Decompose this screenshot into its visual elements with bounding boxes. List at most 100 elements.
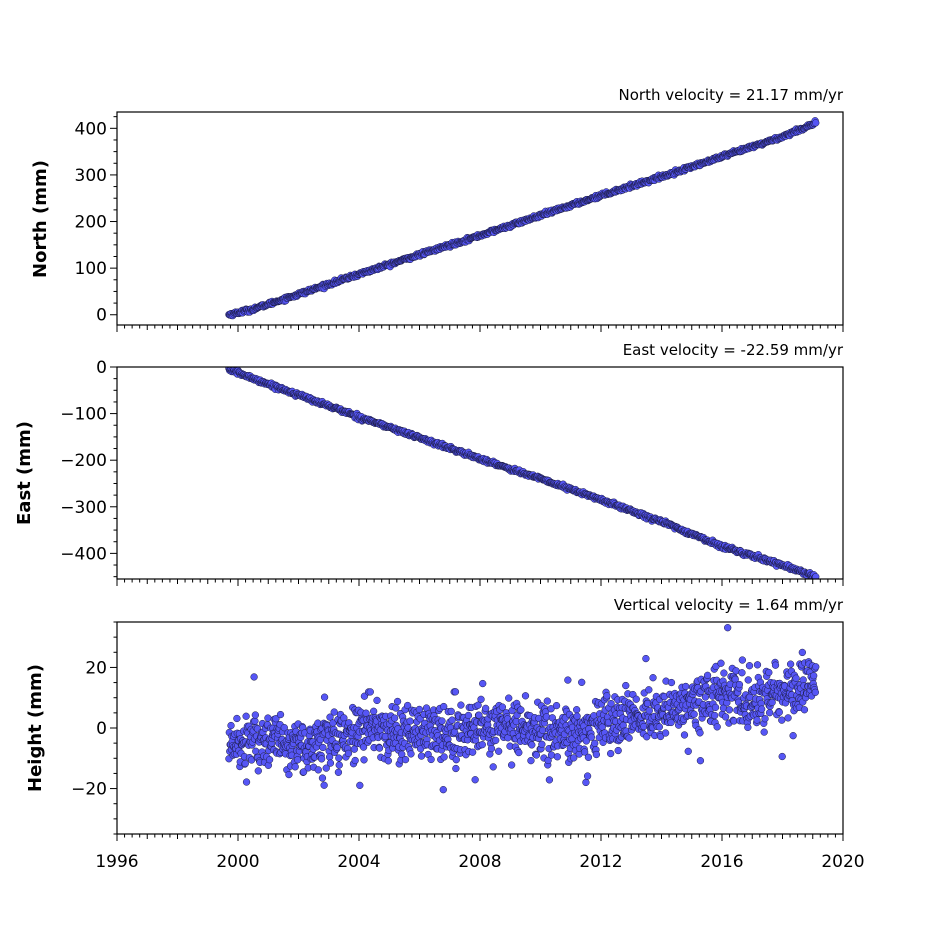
north-ytick-label: 0 (96, 306, 107, 326)
height-point (768, 698, 776, 707)
height-point (515, 748, 523, 757)
height-plot-frame (116, 621, 844, 835)
height-point (645, 686, 653, 694)
height-point (322, 764, 330, 772)
height-point (696, 757, 705, 765)
height-point (744, 676, 752, 684)
height-point (517, 706, 525, 714)
height-point (369, 707, 378, 715)
height-ytick-label: −20 (71, 780, 107, 800)
height-point (475, 711, 483, 719)
height-point (489, 763, 497, 771)
height-point (359, 743, 368, 751)
height-point (775, 708, 783, 716)
height-point (580, 748, 589, 756)
height-point (392, 704, 400, 712)
east-points (225, 367, 820, 579)
height-point (360, 756, 368, 764)
height-point (294, 756, 302, 764)
height-point (447, 707, 455, 716)
height-point (527, 756, 535, 765)
height-point (254, 767, 262, 775)
height-point (778, 716, 786, 724)
east-ytick-label: 0 (96, 358, 107, 378)
height-xtick-label: 2004 (337, 852, 380, 872)
height-point (655, 723, 663, 731)
height-point (314, 766, 322, 774)
height-point (427, 755, 435, 764)
height-point (744, 723, 752, 732)
height-point (340, 714, 348, 722)
height-xtick-label: 2000 (216, 852, 259, 872)
north-plot-frame (116, 111, 844, 326)
height-point (285, 770, 293, 779)
height-point (735, 680, 744, 689)
height-point (478, 741, 486, 749)
height-point (251, 711, 260, 719)
height-point (703, 671, 712, 679)
height-point (468, 748, 477, 756)
east-ytick-label: −100 (60, 405, 107, 425)
height-point (614, 746, 622, 755)
height-point (738, 669, 746, 677)
height-point (474, 701, 482, 709)
north-ytick-label: 400 (75, 119, 107, 139)
height-point (765, 668, 773, 677)
height-point (317, 755, 326, 763)
height-point (544, 756, 552, 765)
height-point (640, 722, 648, 731)
height-point (649, 674, 657, 682)
height-point (800, 706, 809, 714)
height-point (753, 716, 761, 724)
height-point (356, 781, 364, 789)
height-point (521, 692, 530, 700)
height-point (280, 724, 288, 732)
height-point (291, 763, 299, 771)
height-point (457, 701, 465, 709)
height-point (251, 717, 259, 725)
height-point (625, 734, 633, 742)
height-point (417, 752, 426, 760)
height-point (761, 715, 769, 723)
height-point (319, 743, 327, 752)
height-point (272, 715, 280, 723)
height-xtick-label: 1996 (95, 852, 138, 872)
height-xtick-label: 2016 (700, 852, 743, 872)
vertical-velocity-title: Vertical velocity = 1.64 mm/yr (614, 596, 844, 614)
height-point (622, 681, 630, 690)
height-point (407, 750, 415, 758)
height-point (326, 759, 335, 767)
height-point (451, 688, 460, 696)
height-point (696, 729, 704, 737)
height-point (452, 764, 460, 773)
height-ytick-label: 20 (85, 658, 107, 678)
height-point (545, 776, 554, 784)
height-xtick-label: 2008 (458, 852, 501, 872)
height-point (415, 705, 424, 714)
height-ticks: −20 0 20 1996 2000 2004 2008 2012 2016 2020 (71, 621, 865, 872)
height-point (720, 669, 728, 677)
height-point (482, 704, 490, 712)
east-plot-frame (116, 366, 844, 580)
height-point (508, 761, 516, 769)
height-point (684, 747, 692, 755)
north-panel: North velocity = 21.17 mm/yr North (mm) … (30, 86, 844, 332)
height-point (495, 747, 503, 755)
height-panel: Vertical velocity = 1.64 mm/yr Height (m… (25, 596, 865, 872)
east-panel: East velocity = -22.59 mm/yr East (mm) −… (14, 341, 844, 586)
height-point (326, 713, 334, 721)
height-point (632, 695, 640, 703)
height-point (440, 753, 448, 761)
height-point (335, 754, 343, 762)
north-points (225, 117, 820, 320)
north-ytick-label: 300 (75, 166, 107, 186)
height-point (745, 662, 754, 670)
height-point (811, 688, 820, 696)
height-point (390, 714, 399, 722)
height-point (570, 754, 578, 762)
north-ytick-label: 100 (75, 259, 107, 279)
north-point (812, 119, 820, 127)
height-point (553, 753, 562, 761)
height-point (786, 660, 795, 668)
